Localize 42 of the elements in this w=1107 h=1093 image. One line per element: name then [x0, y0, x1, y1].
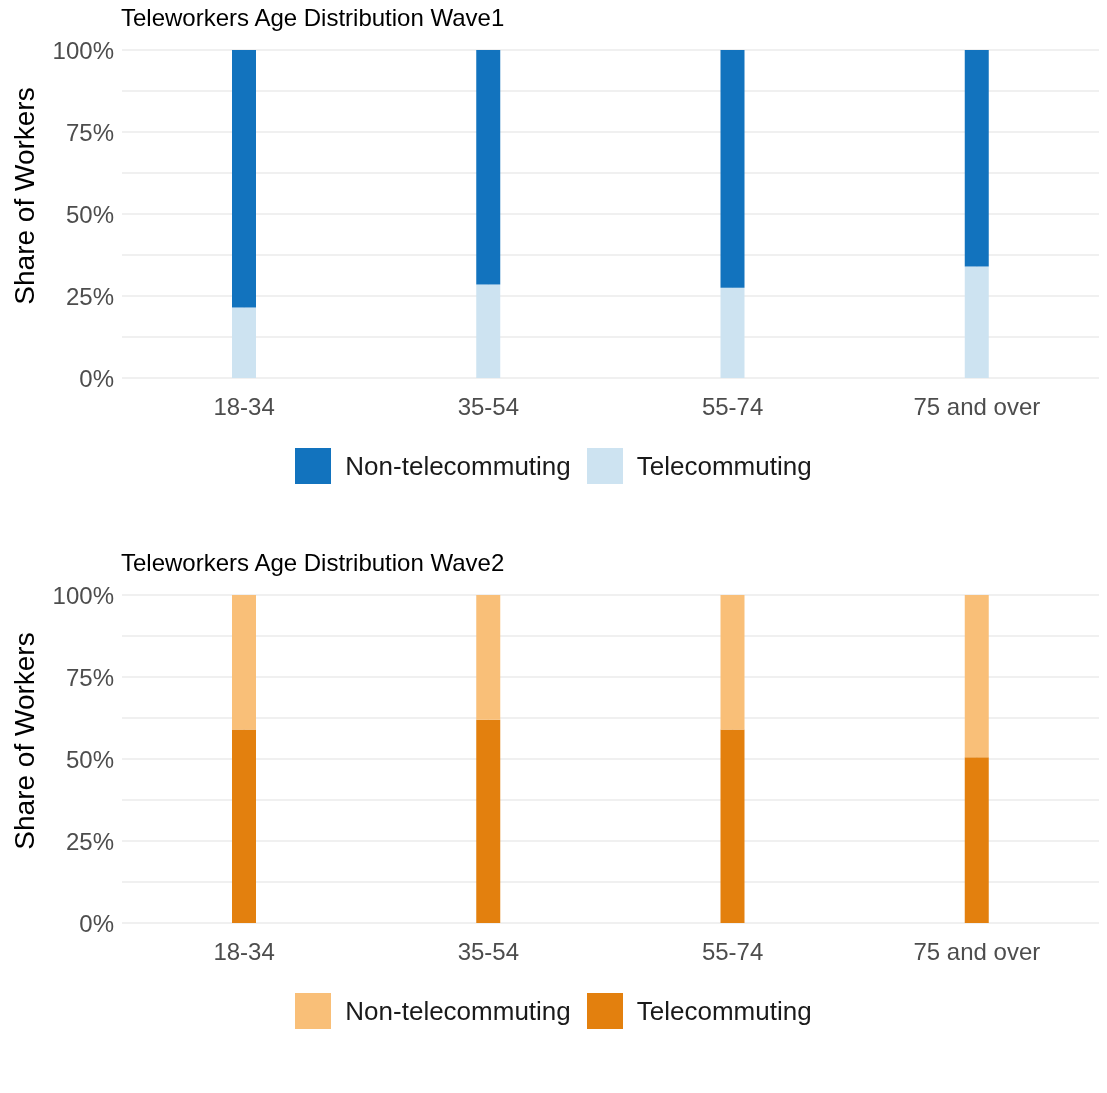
x-tick-label: 35-54	[457, 938, 520, 966]
bar	[232, 307, 256, 378]
bar	[476, 595, 501, 720]
bar	[476, 719, 501, 923]
bar	[720, 595, 745, 730]
y-tick-label: 75%	[65, 663, 114, 691]
legend-label: Telecommuting	[636, 995, 812, 1027]
y-tick-label: 0%	[79, 909, 114, 937]
x-tick-label: 55-74	[701, 938, 764, 966]
chart-title: Teleworkers Age Distribution Wave2	[120, 549, 506, 578]
bar	[964, 266, 989, 378]
bar	[476, 50, 501, 285]
x-tick-label: 18-34	[213, 393, 275, 421]
y-tick-label: 50%	[65, 745, 114, 773]
y-tick-label: 25%	[65, 827, 114, 855]
y-tick-label: 75%	[65, 118, 114, 146]
y-axis-title: Share of Workers	[9, 87, 41, 305]
y-tick-label: 50%	[65, 200, 114, 228]
legend-label: Non-telecommuting	[345, 995, 571, 1027]
bar	[964, 757, 989, 923]
chart-title: Teleworkers Age Distribution Wave1	[120, 4, 506, 33]
bar	[964, 50, 989, 267]
bar	[720, 729, 745, 923]
bar	[964, 595, 989, 758]
legend-label: Telecommuting	[636, 450, 812, 482]
x-tick-label: 75 and over	[913, 938, 1041, 966]
legend-label: Non-telecommuting	[345, 450, 571, 482]
bar	[476, 284, 501, 378]
bar	[720, 50, 745, 288]
y-tick-label: 25%	[65, 282, 114, 310]
x-tick-label: 35-54	[457, 393, 520, 421]
bar	[232, 595, 256, 730]
bar	[232, 729, 256, 923]
x-tick-label: 18-34	[213, 938, 275, 966]
y-tick-label: 100%	[52, 581, 114, 609]
bar	[232, 50, 256, 308]
y-axis-title: Share of Workers	[9, 632, 41, 850]
bar	[720, 287, 745, 378]
y-tick-label: 0%	[79, 364, 114, 392]
y-tick-label: 100%	[52, 36, 114, 64]
x-tick-label: 75 and over	[913, 393, 1041, 421]
x-tick-label: 55-74	[701, 393, 764, 421]
